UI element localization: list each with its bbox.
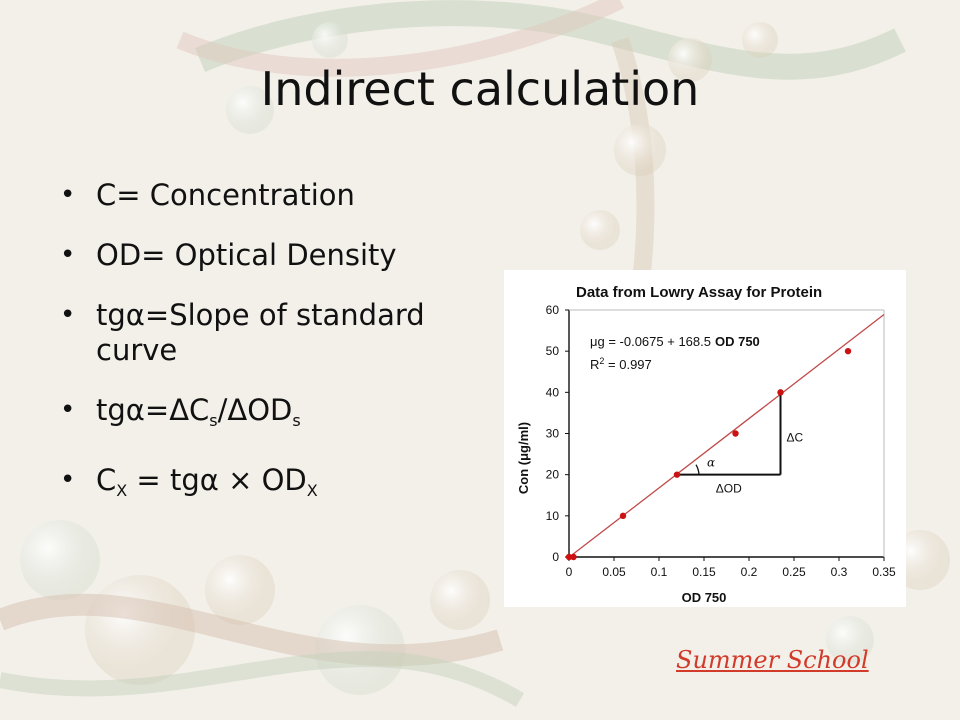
bullet-item: • OD= Optical Density [60, 238, 500, 273]
r-squared-sup: 2 [599, 356, 604, 366]
fit-equation-suffix: OD 750 [715, 334, 760, 349]
bullet-dot: • [60, 300, 76, 330]
formula-part: = tgα × OD [127, 463, 307, 497]
y-tick-label: 30 [546, 427, 560, 441]
bullet-dot: • [60, 465, 76, 495]
bullet-dot: • [60, 240, 76, 270]
bullet-text: C= Concentration [96, 178, 355, 212]
y-tick-label: 0 [552, 550, 559, 564]
x-axis-label: OD 750 [682, 590, 727, 605]
summer-school-link[interactable]: Summer School [676, 646, 869, 674]
alpha-arc [695, 464, 700, 475]
r-squared-label: R [590, 357, 599, 372]
bullet-text-line2: curve [96, 333, 178, 367]
x-tick-label: 0.2 [741, 565, 758, 579]
formula-part: C [96, 463, 117, 497]
fit-equation: μg = -0.0675 + 168.5 OD 750 [590, 334, 760, 349]
bullet-dot: • [60, 180, 76, 210]
bullet-item: • tgα=ΔCs/ΔODs [60, 393, 500, 438]
fit-equation-prefix: μg = -0.0675 + 168.5 [590, 334, 711, 349]
x-tick-label: 0.3 [831, 565, 848, 579]
x-tick-label: 0.1 [651, 565, 668, 579]
data-point [777, 389, 784, 396]
alpha-label: α [707, 456, 715, 470]
data-point [619, 512, 627, 520]
chart-panel: Data from Lowry Assay for Protein Con (μ… [504, 270, 906, 607]
data-point [570, 553, 577, 561]
chart-ticks: 0 0.05 0.1 0.15 0.2 0.25 0.3 0.35 0 10 20 30 40 50 60 [546, 303, 896, 579]
fit-line [568, 313, 885, 558]
bullet-text-line1: tgα=Slope of standard [96, 298, 425, 332]
bullet-text: OD= Optical Density [96, 238, 397, 272]
r-squared: R2 = 0.997 [590, 356, 652, 372]
bullet-dot: • [60, 395, 76, 425]
y-axis-label: Con (μg/ml) [516, 422, 531, 494]
y-tick-label: 60 [546, 303, 560, 317]
data-points [565, 347, 852, 561]
formula-subscript: s [209, 411, 218, 430]
chart-title: Data from Lowry Assay for Protein [576, 284, 822, 301]
bullet-item: • C= Concentration [60, 178, 500, 213]
formula-subscript: X [306, 481, 318, 500]
bullet-list: • C= Concentration • OD= Optical Density… [60, 178, 500, 533]
data-point [732, 430, 739, 437]
x-tick-label: 0.35 [872, 565, 896, 579]
y-tick-label: 20 [546, 468, 560, 482]
r-squared-value: = 0.997 [604, 357, 651, 372]
x-tick-label: 0.15 [692, 565, 716, 579]
slide-title: Indirect calculation [260, 62, 700, 116]
fit-line-group [568, 313, 885, 558]
y-tick-label: 10 [546, 509, 560, 523]
x-tick-label: 0.05 [602, 565, 626, 579]
data-point [565, 553, 573, 561]
formula-part: /ΔOD [217, 393, 293, 427]
data-point [673, 471, 681, 478]
x-tick-label: 0.25 [782, 565, 806, 579]
data-point [844, 347, 852, 355]
formula-part: tgα=ΔC [96, 393, 210, 427]
lowry-assay-chart: Data from Lowry Assay for Protein Con (μ… [516, 284, 896, 605]
formula-subscript: s [292, 411, 301, 430]
delta-c-label: ΔC [787, 431, 804, 445]
x-tick-label: 0 [566, 565, 573, 579]
formula-subscript: X [116, 481, 128, 500]
bullet-item: • CX = tgα × ODX [60, 463, 500, 508]
y-tick-label: 50 [546, 344, 560, 358]
slope-annotation: α ΔC ΔOD [677, 392, 804, 496]
delta-od-label: ΔOD [716, 482, 742, 496]
bullet-item: • tgα=Slope of standard curve [60, 298, 500, 368]
y-tick-label: 40 [546, 385, 560, 399]
